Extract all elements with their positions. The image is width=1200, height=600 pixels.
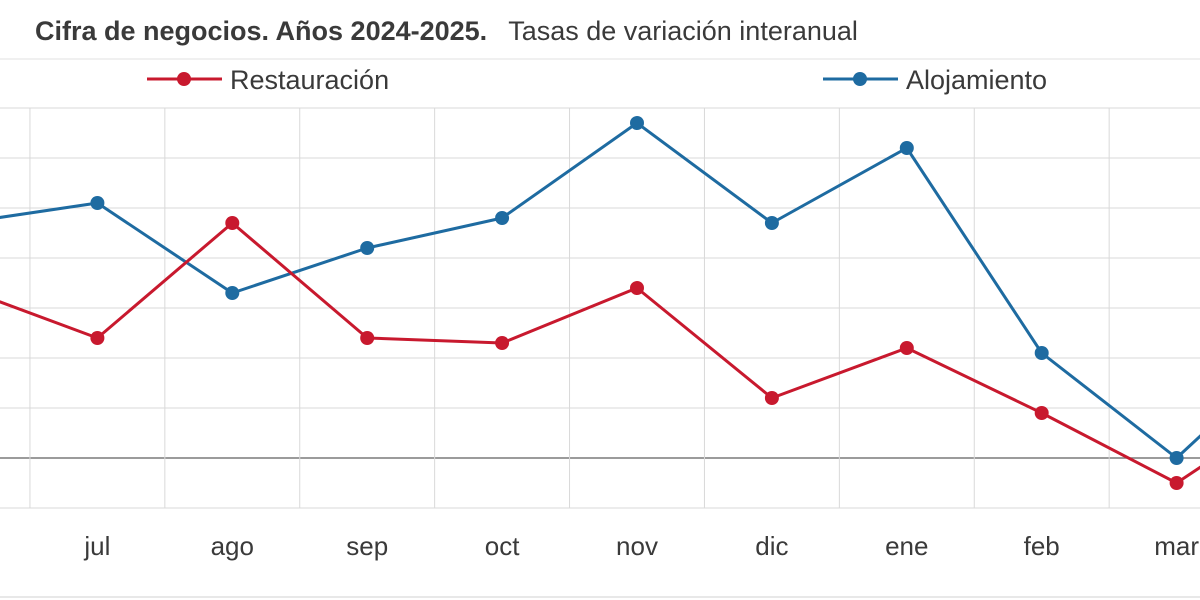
legend-label-restauracion: Restauración bbox=[230, 65, 389, 95]
data-point-restauracion bbox=[225, 216, 240, 230]
x-tick-label: oct bbox=[485, 531, 520, 561]
legend-label-alojamiento: Alojamiento bbox=[906, 65, 1047, 95]
data-point-restauracion bbox=[1034, 406, 1049, 420]
series-restauracion bbox=[0, 216, 1200, 490]
data-point-alojamiento bbox=[90, 196, 105, 210]
series-layer bbox=[0, 116, 1200, 490]
data-point-alojamiento bbox=[764, 216, 779, 230]
x-tick-label: mar bbox=[1154, 531, 1199, 561]
series-alojamiento bbox=[0, 116, 1200, 465]
legend-item-restauracion: Restauración bbox=[147, 65, 389, 95]
data-point-restauracion bbox=[1169, 476, 1184, 490]
legend-marker-alojamiento bbox=[853, 72, 867, 86]
chart-title-rest: Tasas de variación interanual bbox=[508, 16, 858, 46]
data-point-alojamiento bbox=[495, 211, 510, 225]
x-tick-label: feb bbox=[1024, 531, 1060, 561]
chart-legend: Restauración Alojamiento bbox=[147, 65, 1047, 95]
data-point-alojamiento bbox=[899, 141, 914, 155]
grid-lines bbox=[0, 107, 1200, 509]
data-point-alojamiento bbox=[1034, 346, 1049, 360]
legend-item-alojamiento: Alojamiento bbox=[823, 65, 1047, 95]
x-tick-label: ene bbox=[885, 531, 928, 561]
x-tick-label: nov bbox=[616, 531, 658, 561]
data-point-restauracion bbox=[899, 341, 914, 355]
x-tick-label: jul bbox=[83, 531, 110, 561]
data-point-alojamiento bbox=[1169, 451, 1184, 465]
x-tick-label: dic bbox=[755, 531, 788, 561]
data-point-alojamiento bbox=[360, 241, 375, 255]
chart-title-bold: Cifra de negocios. Años 2024-2025. bbox=[35, 16, 487, 46]
data-point-alojamiento bbox=[630, 116, 644, 130]
data-point-restauracion bbox=[90, 331, 105, 345]
data-point-alojamiento bbox=[225, 286, 240, 300]
data-point-restauracion bbox=[495, 336, 510, 350]
series-line-restauracion bbox=[0, 221, 1200, 485]
data-point-restauracion bbox=[360, 331, 375, 345]
x-tick-label: ago bbox=[211, 531, 254, 561]
chart-title: Cifra de negocios. Años 2024-2025. Tasas… bbox=[35, 16, 858, 46]
x-tick-label: sep bbox=[346, 531, 388, 561]
plot-area bbox=[0, 107, 1200, 509]
x-axis-tick-labels: jul ago sep oct nov dic ene feb mar bbox=[83, 531, 1199, 561]
legend-marker-restauracion bbox=[177, 72, 191, 86]
data-point-restauracion bbox=[764, 391, 779, 405]
data-point-restauracion bbox=[630, 281, 644, 295]
